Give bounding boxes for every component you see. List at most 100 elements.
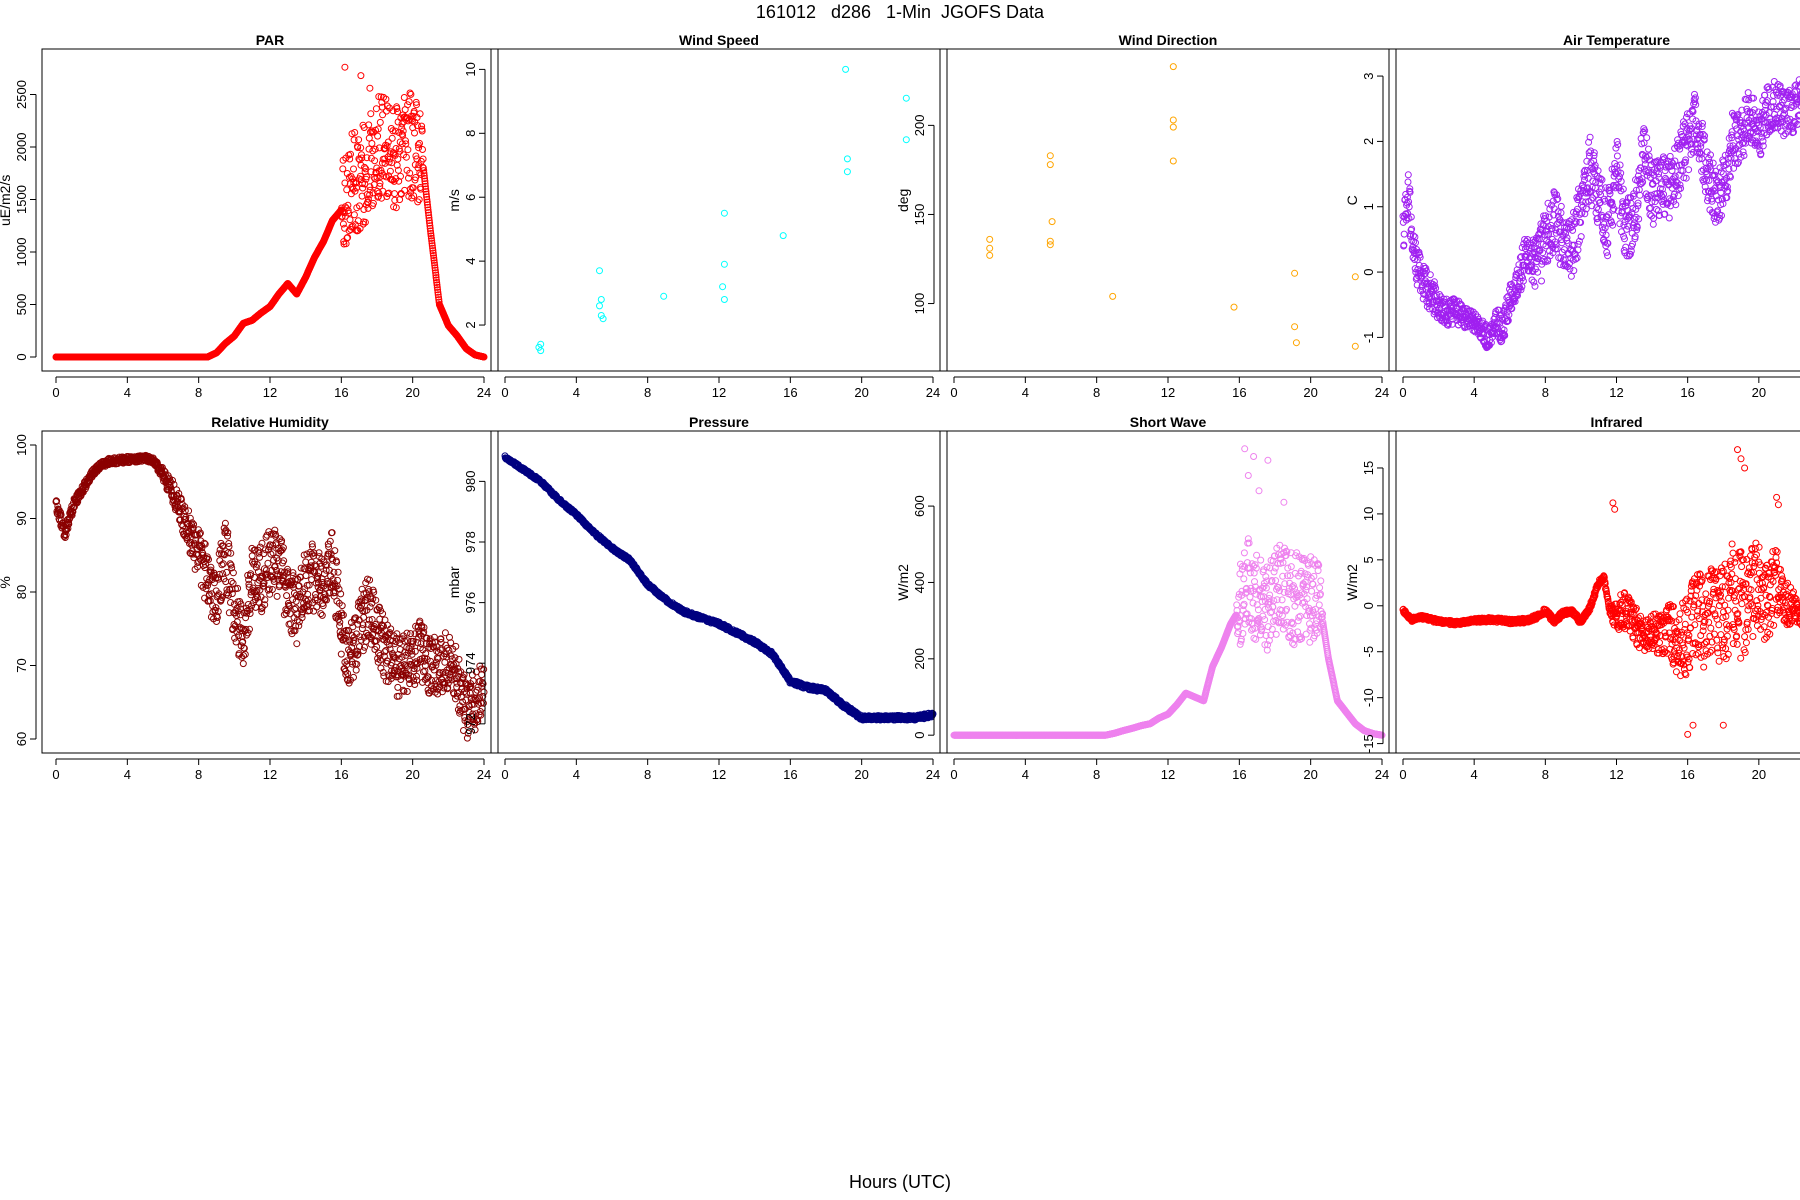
data-point: [1553, 245, 1561, 253]
data-point: [1654, 207, 1662, 215]
data-point: [249, 587, 257, 595]
data-point: [252, 563, 260, 571]
data-point: [471, 726, 479, 734]
data-point: [394, 155, 402, 163]
x-tick-label: 20: [1303, 385, 1317, 400]
data-point: [1705, 155, 1713, 162]
x-tick-label: 12: [1609, 385, 1623, 400]
data-point: [1400, 241, 1408, 249]
x-tick-label: 0: [52, 767, 59, 782]
data-point: [432, 661, 440, 669]
data-point: [1706, 158, 1714, 166]
data-point: [218, 542, 226, 550]
data-point: [367, 595, 375, 603]
points-group: [986, 63, 1359, 350]
data-point: [1520, 266, 1528, 274]
data-point: [1602, 231, 1610, 239]
data-point: [1501, 332, 1509, 339]
data-point: [424, 209, 432, 217]
y-tick-label: 1000: [14, 238, 29, 267]
data-point: [459, 698, 467, 706]
data-point: [1665, 214, 1673, 222]
y-tick-label: 0: [1361, 268, 1376, 275]
data-point: [1553, 196, 1561, 204]
data-point: [423, 193, 431, 201]
data-point: [334, 576, 341, 584]
data-point: [1739, 148, 1747, 156]
x-tick-label: 8: [195, 385, 202, 400]
data-point: [373, 643, 381, 651]
data-point: [428, 242, 436, 250]
data-point: [438, 688, 446, 696]
data-point: [1648, 198, 1656, 206]
data-point: [1685, 136, 1693, 144]
data-point: [170, 481, 178, 488]
data-point: [228, 564, 236, 572]
data-point: [279, 544, 287, 552]
data-point: [1578, 209, 1586, 217]
data-point: [1714, 207, 1722, 215]
data-point: [411, 681, 419, 688]
data-point: [1624, 215, 1631, 223]
data-point: [383, 142, 391, 150]
y-tick-label: 974: [463, 652, 478, 674]
data-point: [1701, 175, 1709, 183]
data-point: [391, 127, 399, 135]
data-point: [253, 560, 261, 568]
data-point: [372, 626, 380, 634]
data-point: [1724, 187, 1732, 195]
data-point: [430, 633, 438, 641]
data-point: [1606, 187, 1614, 195]
data-point: [454, 706, 462, 714]
points-group: [52, 63, 488, 361]
data-point: [379, 668, 387, 676]
data-point: [376, 656, 384, 664]
data-point: [429, 249, 437, 257]
data-point: [406, 169, 414, 177]
data-point: [1412, 249, 1420, 257]
data-point: [1646, 211, 1654, 219]
data-point: [215, 550, 223, 558]
data-point: [1677, 131, 1685, 138]
data-point: [1614, 141, 1622, 149]
data-point: [1586, 187, 1594, 195]
data-point: [354, 620, 362, 628]
data-point: [241, 650, 249, 658]
data-point: [310, 549, 318, 557]
data-point: [252, 587, 260, 595]
data-point: [177, 496, 185, 503]
data-point: [233, 618, 241, 626]
data-point: [902, 94, 910, 102]
data-point: [1637, 180, 1645, 187]
x-tick-label: 0: [1399, 385, 1406, 400]
data-point: [479, 680, 487, 688]
data-point: [244, 629, 252, 637]
data-point: [451, 654, 459, 662]
data-point: [286, 610, 294, 618]
data-point: [720, 296, 728, 303]
data-point: [221, 519, 229, 527]
data-point: [1661, 174, 1669, 182]
data-point: [1406, 188, 1414, 196]
data-point: [315, 553, 323, 561]
x-tick-label: 8: [1093, 385, 1100, 400]
data-point: [1518, 244, 1526, 251]
data-point: [1618, 203, 1626, 210]
data-point: [1710, 187, 1718, 195]
data-point: [349, 660, 357, 668]
data-point: [1604, 239, 1612, 247]
data-point: [402, 153, 410, 161]
data-point: [237, 600, 245, 608]
data-point: [368, 616, 376, 623]
data-point: [350, 136, 358, 144]
data-point: [1691, 94, 1699, 102]
data-point: [366, 84, 374, 92]
data-point: [273, 592, 281, 600]
data-point: [1705, 177, 1713, 184]
data-point: [414, 164, 422, 172]
data-point: [420, 167, 428, 175]
data-point: [384, 138, 392, 146]
data-point: [310, 607, 318, 615]
data-point: [412, 174, 420, 181]
data-point: [1572, 218, 1580, 226]
